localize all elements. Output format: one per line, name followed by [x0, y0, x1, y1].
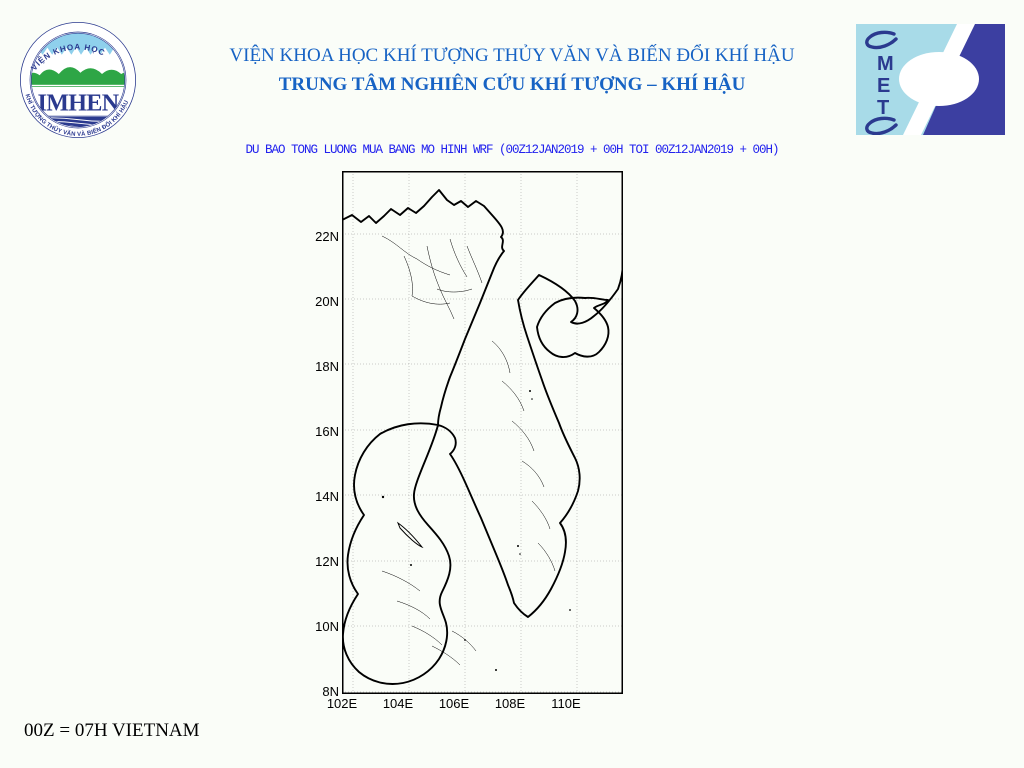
- svg-text:T: T: [877, 97, 889, 119]
